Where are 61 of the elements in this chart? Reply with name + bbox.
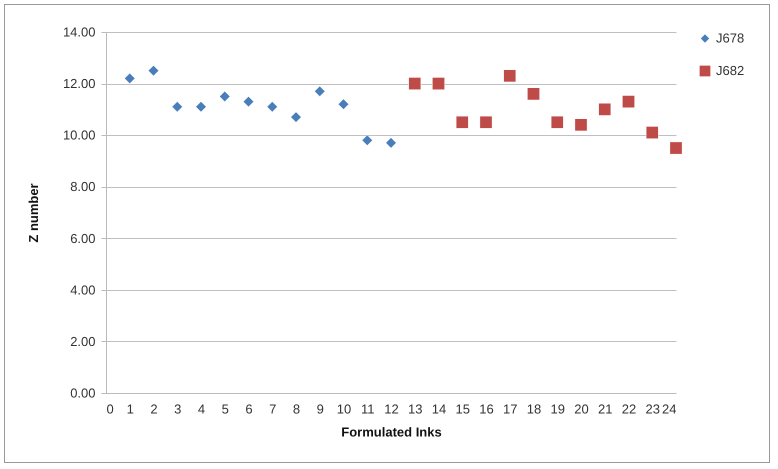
point xyxy=(196,101,206,112)
x-tick-label: 15 xyxy=(456,402,470,416)
legend-label: J682 xyxy=(716,63,744,78)
x-tick-label: 12 xyxy=(384,402,399,416)
point xyxy=(172,101,183,112)
point xyxy=(243,96,254,108)
x-tick-label: 9 xyxy=(316,402,324,416)
x-axis-title: Formulated Inks xyxy=(341,424,442,440)
x-tick-label: 8 xyxy=(292,402,300,416)
legend-label: J678 xyxy=(716,30,744,46)
x-tick-label: 17 xyxy=(503,402,518,416)
point xyxy=(646,126,659,139)
y-tick-label: 2.00 xyxy=(70,334,96,349)
x-tick-label: 14 xyxy=(432,402,446,416)
x-tick-label: 4 xyxy=(198,402,206,416)
point xyxy=(148,65,159,76)
point xyxy=(290,112,302,123)
point xyxy=(314,86,326,97)
x-tick-label: 10 xyxy=(336,402,352,416)
x-tick-label: 3 xyxy=(174,402,182,416)
point xyxy=(456,116,469,129)
point xyxy=(503,69,516,82)
point xyxy=(480,116,492,129)
point xyxy=(219,90,230,102)
y-tick-label: 12.00 xyxy=(62,76,96,92)
x-tick-label: 24 xyxy=(662,402,676,416)
y-tick-label: 6.00 xyxy=(70,230,96,246)
point xyxy=(266,101,278,112)
point xyxy=(622,95,635,108)
x-tick-label: 13 xyxy=(408,402,422,416)
y-axis-title: Z number xyxy=(26,183,41,243)
x-tick-label: 20 xyxy=(574,402,589,416)
x-tick-label: 18 xyxy=(526,402,542,416)
x-tick-label: 5 xyxy=(222,402,229,416)
point xyxy=(362,134,373,146)
x-tick-label: 6 xyxy=(245,402,253,416)
x-tick-label: 22 xyxy=(622,402,636,416)
x-tick-label: 23 xyxy=(646,402,660,416)
x-tick-label: 1 xyxy=(126,402,134,416)
point xyxy=(408,77,422,90)
x-tick-label: 7 xyxy=(269,402,276,416)
point xyxy=(432,77,445,90)
point xyxy=(574,118,588,132)
x-tick-label: 21 xyxy=(598,402,612,416)
point xyxy=(550,116,564,129)
y-tick-label: 14.00 xyxy=(62,24,96,40)
x-tick-label: 16 xyxy=(479,402,494,416)
point xyxy=(527,88,540,100)
point xyxy=(124,72,136,84)
x-tick-label: 2 xyxy=(150,402,158,416)
y-tick-label: 0.00 xyxy=(70,386,96,400)
point xyxy=(338,98,349,110)
point xyxy=(386,137,396,148)
y-tick-label: 10.00 xyxy=(62,128,96,143)
x-tick-label: 0 xyxy=(106,402,114,416)
point xyxy=(598,102,612,116)
x-tick-label: 11 xyxy=(361,402,374,416)
y-tick-label: 8.00 xyxy=(70,179,96,194)
point xyxy=(670,142,682,154)
x-tick-label: 19 xyxy=(550,402,565,416)
y-tick-label: 4.00 xyxy=(70,282,96,298)
